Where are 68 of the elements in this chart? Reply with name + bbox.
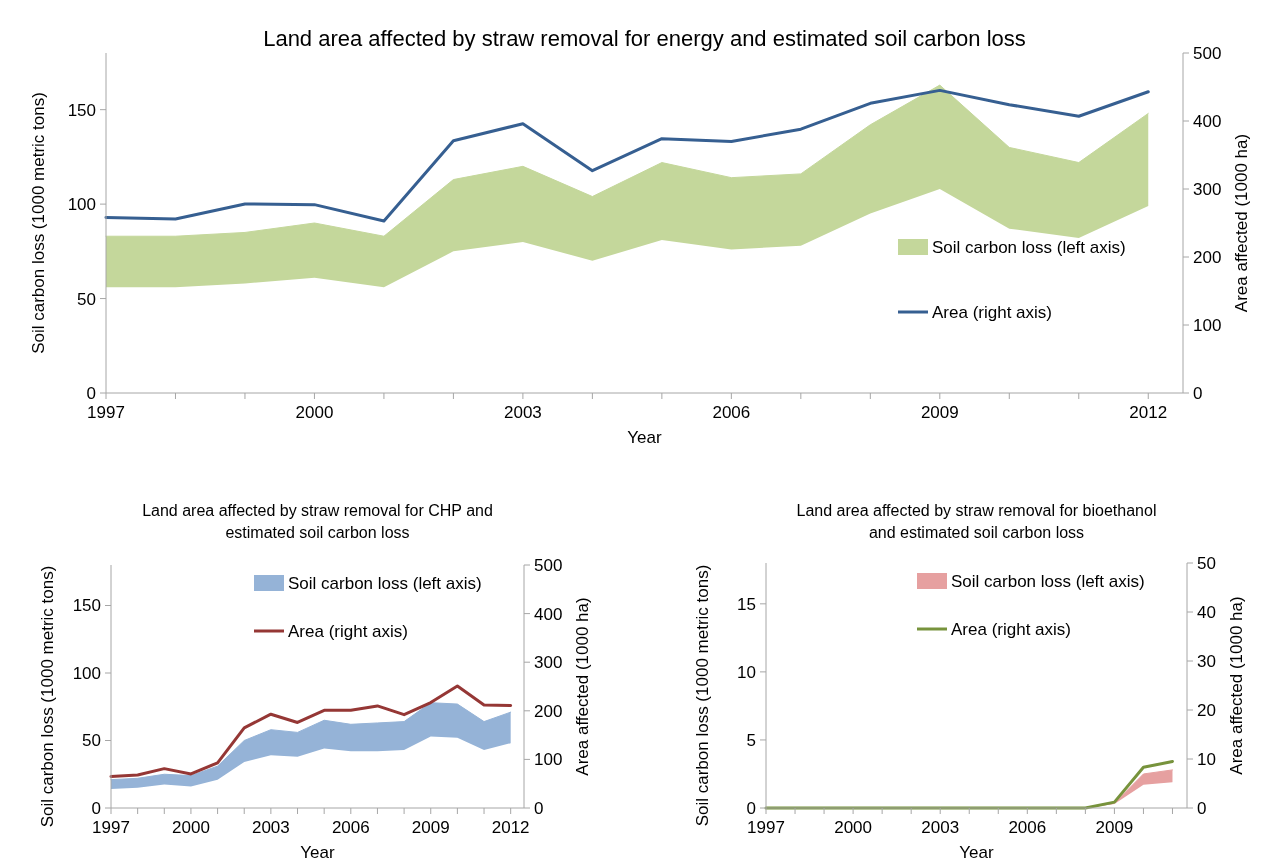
y2-tick-label: 400	[534, 604, 563, 624]
y2-tick-label: 20	[1197, 700, 1216, 720]
y2-tick-label: 30	[1197, 651, 1216, 671]
x-tick-label: 2006	[712, 403, 751, 422]
y-tick-label: 50	[77, 289, 96, 309]
y2-tick-label: 200	[534, 701, 563, 721]
x-tick-label: 2000	[172, 818, 210, 837]
legend-label: Area (right axis)	[288, 621, 408, 641]
y-axis-title: Soil carbon loss (1000 metric tons)	[29, 92, 48, 354]
y-tick-label: 15	[737, 594, 756, 614]
y2-tick-label: 400	[1193, 111, 1222, 131]
x-tick-label: 2000	[834, 818, 873, 837]
y2-tick-label: 500	[1193, 43, 1222, 63]
x-tick-label: 1997	[92, 818, 130, 837]
legend-label: Area (right axis)	[951, 619, 1071, 639]
y2-tick-label: 10	[1197, 749, 1216, 769]
y-axis-title: Soil carbon loss (1000 metric tons)	[38, 565, 57, 828]
line-series	[764, 759, 1174, 810]
x-tick-label: 2003	[251, 818, 290, 837]
y2-tick-label: 100	[1193, 315, 1222, 335]
y2-tick-label: 200	[1193, 247, 1222, 267]
legend-label: Soil carbon loss (left axis)	[932, 237, 1126, 257]
x-tick-label: 2012	[1129, 403, 1168, 422]
x-axis-title: Year	[300, 843, 336, 860]
y-tick-label: 10	[737, 662, 756, 682]
legend-label: Soil carbon loss (left axis)	[951, 571, 1145, 591]
x-tick-label: 1997	[87, 403, 125, 422]
x-tick-label: 2009	[411, 818, 450, 837]
x-tick-label: 2003	[503, 403, 542, 422]
y-tick-label: 150	[72, 596, 101, 616]
y2-axis-title: Area affected (1000 ha)	[573, 597, 592, 776]
y2-tick-label: 300	[1193, 179, 1222, 199]
y-tick-label: 0	[91, 798, 101, 818]
y2-axis-title: Area affected (1000 ha)	[1232, 133, 1251, 313]
y-tick-label: 0	[86, 383, 96, 403]
y-tick-label: 150	[67, 100, 96, 120]
legend-label: Area (right axis)	[932, 302, 1052, 322]
x-tick-label: 2012	[491, 818, 530, 837]
y2-tick-label: 0	[1197, 798, 1207, 818]
chart-title: Land area affected by straw removal for bioethanol and estimated soil carbon loss	[796, 502, 1157, 541]
y-tick-label: 0	[746, 798, 756, 818]
legend-label: Soil carbon loss (left axis)	[288, 573, 482, 593]
chart-title: Land area affected by straw removal for energy and estimated soil carbon loss	[263, 26, 1026, 51]
y2-tick-label: 0	[1193, 383, 1203, 403]
x-tick-label: 1997	[747, 818, 785, 837]
x-axis-title: Year	[627, 428, 663, 447]
y2-tick-label: 0	[534, 798, 544, 818]
y-tick-label: 5	[746, 730, 756, 750]
y2-tick-label: 100	[534, 750, 563, 770]
y2-tick-label: 300	[534, 653, 563, 673]
y-tick-label: 100	[67, 195, 96, 215]
x-tick-label: 2009	[920, 403, 959, 422]
line-series	[104, 88, 1150, 223]
y2-tick-label: 500	[534, 555, 563, 575]
y-axis-title: Soil carbon loss (1000 metric tons)	[693, 564, 712, 827]
chart-title: Land area affected by straw removal for CHP and estimated soil carbon loss	[142, 502, 493, 541]
y2-tick-label: 50	[1197, 553, 1216, 573]
x-tick-label: 2009	[1095, 818, 1134, 837]
x-axis-title: Year	[959, 843, 995, 860]
x-tick-label: 2006	[331, 818, 370, 837]
y2-axis-title: Area affected (1000 ha)	[1227, 596, 1246, 775]
line-series	[109, 684, 513, 778]
x-tick-label: 2003	[921, 818, 960, 837]
y2-tick-label: 40	[1197, 602, 1216, 622]
x-tick-label: 2000	[295, 403, 334, 422]
y-tick-label: 100	[72, 663, 101, 683]
y-tick-label: 50	[82, 731, 101, 751]
x-tick-label: 2006	[1008, 818, 1047, 837]
